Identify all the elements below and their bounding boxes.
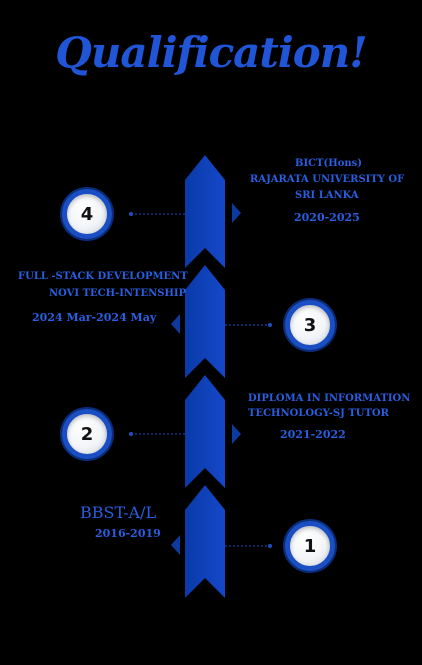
qualification-line: BICT(Hons): [295, 158, 363, 169]
pointer-right: [232, 203, 241, 223]
qualification-line: FULL -STACK DEVELOPMENT: [18, 271, 188, 282]
pointer-left: [171, 535, 180, 555]
timeline-segment: [185, 485, 225, 598]
page-title: Qualification!: [55, 28, 367, 77]
qualification-line: DIPLOMA IN INFORMATION: [248, 393, 411, 404]
step-badge-1: 1: [285, 521, 335, 571]
qualification-line: TECHNOLOGY-SJ TUTOR: [248, 408, 389, 419]
qualification-period: 2020-2025: [294, 211, 360, 224]
qualification-period: 2024 Mar-2024 May: [32, 311, 157, 324]
step-badge-2: 2: [62, 409, 112, 459]
pointer-right: [232, 424, 241, 444]
qualification-line: SRI LANKA: [295, 190, 359, 201]
timeline-segment: [185, 265, 225, 378]
qualification-line: BBST-A/L: [80, 503, 157, 522]
qualification-line: RAJARATA UNIVERSITY OF: [250, 174, 405, 185]
qualification-period: 2021-2022: [280, 428, 346, 441]
step-badge-3: 3: [285, 300, 335, 350]
timeline-segment: [185, 155, 225, 268]
timeline-segment: [185, 375, 225, 488]
qualification-period: 2016-2019: [95, 527, 161, 540]
step-badge-4: 4: [62, 189, 112, 239]
qualification-line: NOVI TECH-INTENSHIP: [49, 288, 187, 299]
pointer-left: [171, 314, 180, 334]
